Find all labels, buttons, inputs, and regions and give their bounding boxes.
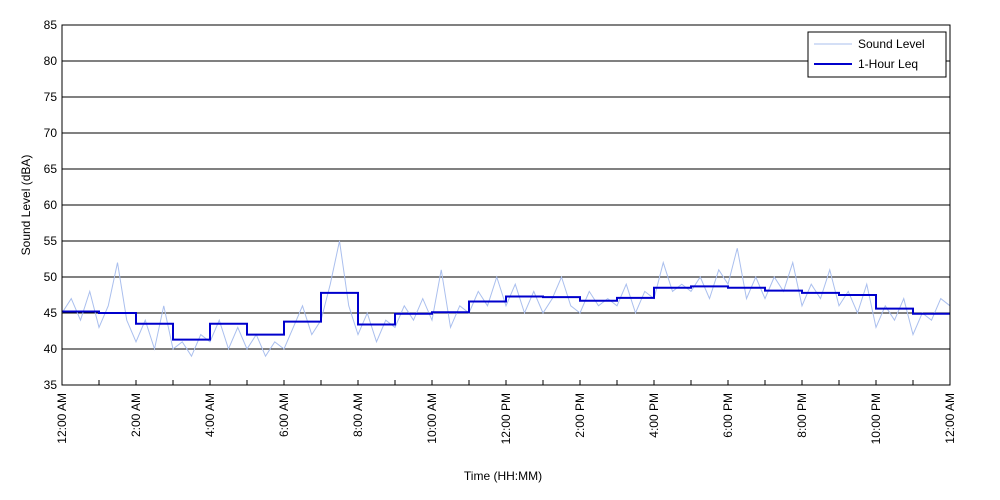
y-tick-label: 50 <box>44 270 58 284</box>
y-axis-title: Sound Level (dBA) <box>19 155 33 256</box>
x-tick-label: 10:00 AM <box>425 393 439 444</box>
y-tick-label: 45 <box>44 306 58 320</box>
data-line <box>61 240 951 358</box>
x-tick-label: 12:00 PM <box>499 393 513 444</box>
y-tick-label: 60 <box>44 198 58 212</box>
y-tick-label: 85 <box>44 18 58 32</box>
y-tick-label: 75 <box>44 90 58 104</box>
x-tick-label: 12:00 AM <box>55 393 69 444</box>
step-line <box>62 285 950 341</box>
x-axis-title: Time (HH:MM) <box>464 469 542 483</box>
x-tick-label: 8:00 PM <box>795 393 809 438</box>
x-tick-label: 6:00 PM <box>721 393 735 438</box>
y-tick-label: 70 <box>44 126 58 140</box>
x-tick-label: 8:00 AM <box>351 393 365 437</box>
y-tick-label: 55 <box>44 234 58 248</box>
y-tick-label: 35 <box>44 378 58 392</box>
x-tick-label: 10:00 PM <box>869 393 883 444</box>
x-tick-label: 4:00 AM <box>203 393 217 437</box>
legend-label: Sound Level <box>858 37 925 51</box>
y-tick-label: 65 <box>44 162 58 176</box>
x-tick-label: 2:00 AM <box>129 393 143 437</box>
x-tick-label: 2:00 PM <box>573 393 587 438</box>
y-tick-label: 40 <box>44 342 58 356</box>
legend-box <box>807 31 947 78</box>
x-tick-label: 4:00 PM <box>647 393 661 438</box>
legend-label: 1-Hour Leq <box>858 57 918 71</box>
plot-frame <box>61 24 951 386</box>
x-tick-label: 6:00 AM <box>277 393 291 437</box>
y-tick-label: 80 <box>44 54 58 68</box>
x-tick-label: 12:00 AM <box>943 393 957 444</box>
